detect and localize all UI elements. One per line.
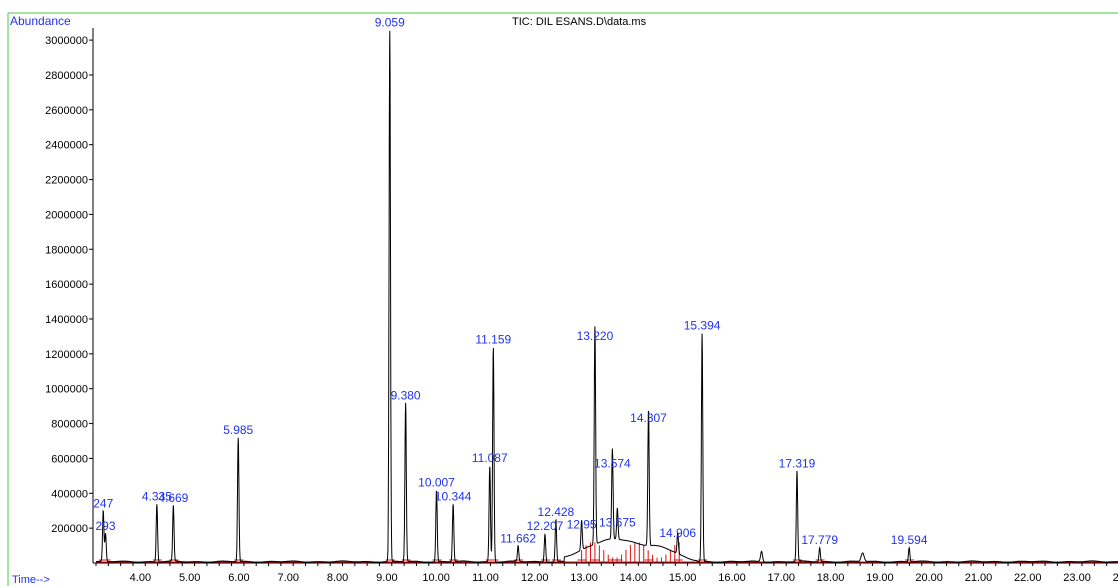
- peak-label: 15.394: [684, 319, 721, 333]
- tic-trace-path: [96, 30, 1118, 563]
- peak-label: 13.220: [577, 329, 614, 343]
- x-tick-label: 13.00: [570, 572, 598, 584]
- x-tick-label: 6.00: [228, 572, 249, 584]
- peak-label: 247: [93, 496, 113, 510]
- x-tick-label: 5.00: [179, 572, 200, 584]
- x-tick-label: 9.00: [376, 572, 397, 584]
- x-axis-label: Time-->: [12, 574, 50, 586]
- chart-title: TIC: DIL ESANS.D\data.ms: [512, 16, 647, 28]
- peak-label: 13.675: [599, 516, 636, 530]
- x-tick-label: 10.00: [422, 572, 450, 584]
- x-tick-label: 23.00: [1063, 572, 1091, 584]
- peak-label: 14.906: [659, 526, 696, 540]
- y-tick-label: 200000: [51, 523, 88, 535]
- peak-label: 12.207: [527, 519, 564, 533]
- peak-label: 12.428: [538, 505, 575, 519]
- peak-label: 13.574: [594, 456, 631, 470]
- peak-label: 9.059: [375, 15, 405, 29]
- y-tick-label: 1200000: [45, 349, 88, 361]
- x-axis: 4.00 5.00 6.00 7.00 8.00 9.00 10.00 11.00 12.00 1…: [93, 562, 1118, 584]
- peak-label: 4.669: [158, 491, 188, 505]
- peak-label: 12.95: [567, 517, 597, 531]
- x-tick-label: 20.00: [915, 572, 943, 584]
- x-tick-label: 24.00: [1113, 572, 1118, 584]
- peak-label: 11.087: [472, 451, 508, 465]
- tic-trace: [96, 30, 1118, 563]
- peak-label: 19.594: [891, 533, 928, 547]
- peak-label: 17.779: [801, 533, 838, 547]
- x-tick-label: 7.00: [278, 572, 299, 584]
- x-tick-label: 14.00: [620, 572, 648, 584]
- x-tick-label: 15.00: [669, 572, 697, 584]
- peak-label: 4.335: [142, 489, 172, 503]
- y-tick-label: 2000000: [45, 209, 88, 221]
- x-tick-label: 18.00: [817, 572, 845, 584]
- x-tick-label: 22.00: [1014, 572, 1042, 584]
- x-tick-label: 17.00: [768, 572, 796, 584]
- peak-label: 9.380: [391, 388, 421, 402]
- x-tick-label: 11.00: [472, 572, 499, 584]
- y-tick-label: 3000000: [45, 35, 88, 47]
- y-axis-label: Abundance: [10, 14, 71, 28]
- y-tick-label: 1000000: [45, 384, 88, 396]
- peak-label: 10.007: [418, 476, 455, 490]
- x-tick-label: 21.00: [965, 572, 993, 584]
- y-tick-label: 1600000: [45, 279, 88, 291]
- y-tick-label: 800000: [51, 419, 88, 431]
- x-tick-label: 19.00: [866, 572, 894, 584]
- x-tick-label: 12.00: [521, 572, 549, 584]
- y-tick-label: 2200000: [45, 175, 88, 187]
- y-axis: 200000 400000 600000 800000 1000000 1200000 14…: [45, 28, 94, 563]
- y-tick-label: 1800000: [45, 244, 88, 256]
- x-tick-label: 8.00: [327, 572, 348, 584]
- peak-label: 5.985: [223, 423, 253, 437]
- integration-baseline: [96, 542, 1118, 563]
- x-tick-label: 4.00: [130, 572, 151, 584]
- y-tick-label: 2400000: [45, 140, 88, 152]
- peak-label: 11.159: [475, 333, 511, 347]
- y-tick-label: 400000: [51, 488, 88, 500]
- peak-label: 10.344: [435, 489, 472, 503]
- y-tick-label: 2800000: [45, 70, 88, 82]
- peak-label: 11.662: [500, 531, 536, 545]
- y-tick-label: 2600000: [45, 105, 88, 117]
- y-tick-label: 1400000: [45, 314, 88, 326]
- x-tick-label: 16.00: [718, 572, 746, 584]
- peak-label: 14.307: [630, 411, 667, 425]
- peak-label: 17.319: [779, 456, 816, 470]
- y-tick-label: 600000: [51, 453, 88, 465]
- peak-label: 293: [95, 519, 115, 533]
